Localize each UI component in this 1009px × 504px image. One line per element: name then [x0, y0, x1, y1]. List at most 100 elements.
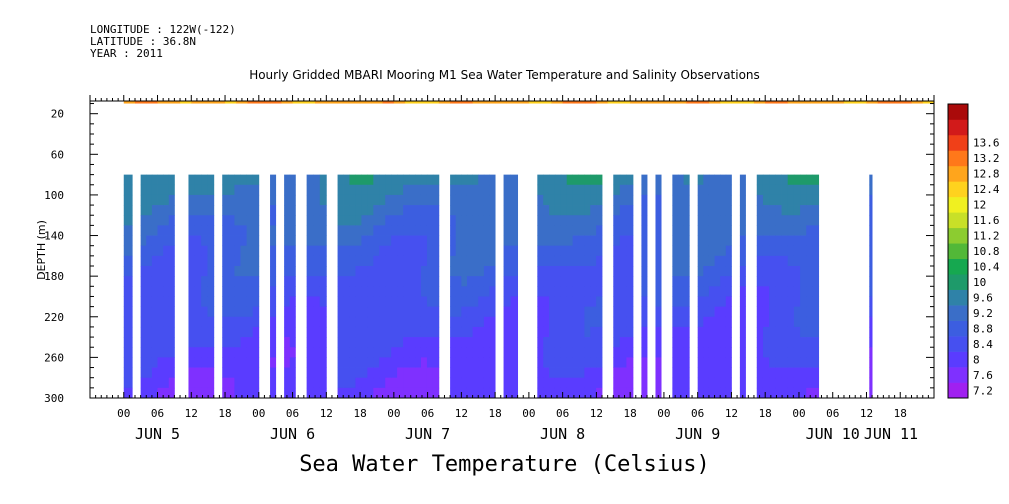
temperature-cell — [289, 184, 296, 196]
temperature-cell — [168, 225, 175, 236]
temperature-cell — [549, 174, 556, 186]
temperature-cell — [762, 215, 770, 226]
temperature-cell — [478, 205, 485, 216]
temperature-cell — [590, 194, 597, 206]
temperature-cell — [683, 215, 690, 226]
temperature-cell — [194, 205, 202, 216]
temperature-cell — [337, 286, 344, 297]
temperature-cell — [157, 357, 164, 368]
temperature-cell — [415, 377, 422, 389]
temperature-cell — [677, 255, 685, 267]
temperature-cell — [478, 286, 485, 297]
temperature-cell — [355, 255, 362, 267]
temperature-cell — [415, 367, 422, 379]
temperature-cell — [409, 296, 416, 308]
temperature-cell — [123, 357, 133, 368]
temperature-cell — [151, 225, 158, 236]
temperature-cell — [543, 245, 550, 257]
temperature-cell — [194, 306, 202, 318]
temperature-cell — [146, 266, 153, 277]
temperature-cell — [543, 235, 550, 247]
temperature-cell — [626, 296, 634, 308]
temperature-cell — [769, 245, 776, 257]
temperature-cell — [415, 387, 422, 399]
temperature-cell — [793, 194, 801, 206]
temperature-cell — [349, 316, 356, 328]
temperature-cell — [503, 377, 511, 389]
temperature-cell — [626, 215, 634, 226]
temperature-cell — [596, 367, 603, 379]
temperature-cell — [367, 367, 374, 379]
temperature-cell — [800, 215, 807, 226]
temperature-cell — [432, 174, 440, 186]
temperature-cell — [234, 194, 241, 206]
latitude-label: LATITUDE : 36.8N — [90, 35, 196, 48]
temperature-cell — [319, 205, 327, 216]
temperature-cell — [349, 194, 356, 206]
temperature-cell — [188, 337, 196, 348]
temperature-cell — [222, 174, 229, 186]
temperature-cell — [483, 337, 490, 348]
surface-temperature-cell — [360, 101, 372, 104]
temperature-cell — [415, 306, 422, 318]
temperature-cell — [626, 337, 634, 348]
temperature-cell — [489, 266, 496, 277]
temperature-cell — [426, 245, 434, 257]
temperature-cell — [578, 194, 585, 206]
temperature-cell — [566, 337, 574, 348]
temperature-cell — [478, 255, 485, 267]
temperature-cell — [284, 255, 291, 267]
temperature-cell — [146, 316, 153, 328]
temperature-cell — [385, 367, 392, 379]
temperature-cell — [503, 225, 511, 236]
surface-temperature-cell — [618, 101, 631, 104]
temperature-cell — [140, 245, 147, 257]
temperature-cell — [869, 174, 873, 186]
temperature-cell — [391, 337, 398, 348]
temperature-cell — [343, 184, 350, 196]
temperature-cell — [343, 306, 350, 318]
temperature-cell — [725, 337, 732, 348]
temperature-cell — [450, 225, 457, 236]
temperature-cell — [289, 306, 296, 318]
temperature-cell — [655, 306, 662, 318]
temperature-cell — [769, 296, 776, 308]
temperature-cell — [270, 276, 277, 287]
temperature-cell — [672, 367, 679, 379]
temperature-cell — [222, 357, 229, 368]
temperature-cell — [590, 276, 597, 287]
temperature-cell — [379, 215, 386, 226]
colorbar-label: 8.8 — [973, 322, 993, 335]
temperature-cell — [461, 184, 468, 196]
temperature-cell — [720, 215, 727, 226]
temperature-cell — [626, 184, 634, 196]
temperature-cell — [246, 337, 254, 348]
temperature-cell — [234, 347, 241, 358]
temperature-cell — [207, 337, 215, 348]
temperature-cell — [720, 296, 727, 308]
temperature-cell — [466, 184, 474, 196]
temperature-cell — [450, 296, 457, 308]
temperature-cell — [355, 205, 362, 216]
temperature-cell — [420, 255, 428, 267]
temperature-cell — [201, 347, 208, 358]
temperature-cell — [775, 276, 782, 287]
temperature-cell — [355, 387, 362, 399]
temperature-cell — [806, 367, 813, 379]
temperature-cell — [343, 316, 350, 328]
temperature-cell — [123, 306, 133, 318]
temperature-cell — [739, 296, 746, 308]
temperature-cell — [289, 296, 296, 308]
temperature-cell — [385, 357, 392, 368]
temperature-cell — [397, 235, 404, 247]
temperature-cell — [725, 255, 732, 267]
temperature-cell — [619, 184, 627, 196]
temperature-cell — [157, 387, 164, 399]
temperature-cell — [756, 357, 764, 368]
temperature-cell — [781, 387, 789, 399]
temperature-cell — [775, 296, 782, 308]
temperature-cell — [554, 205, 562, 216]
temperature-cell — [385, 266, 392, 277]
temperature-cell — [572, 306, 579, 318]
temperature-cell — [596, 174, 603, 186]
